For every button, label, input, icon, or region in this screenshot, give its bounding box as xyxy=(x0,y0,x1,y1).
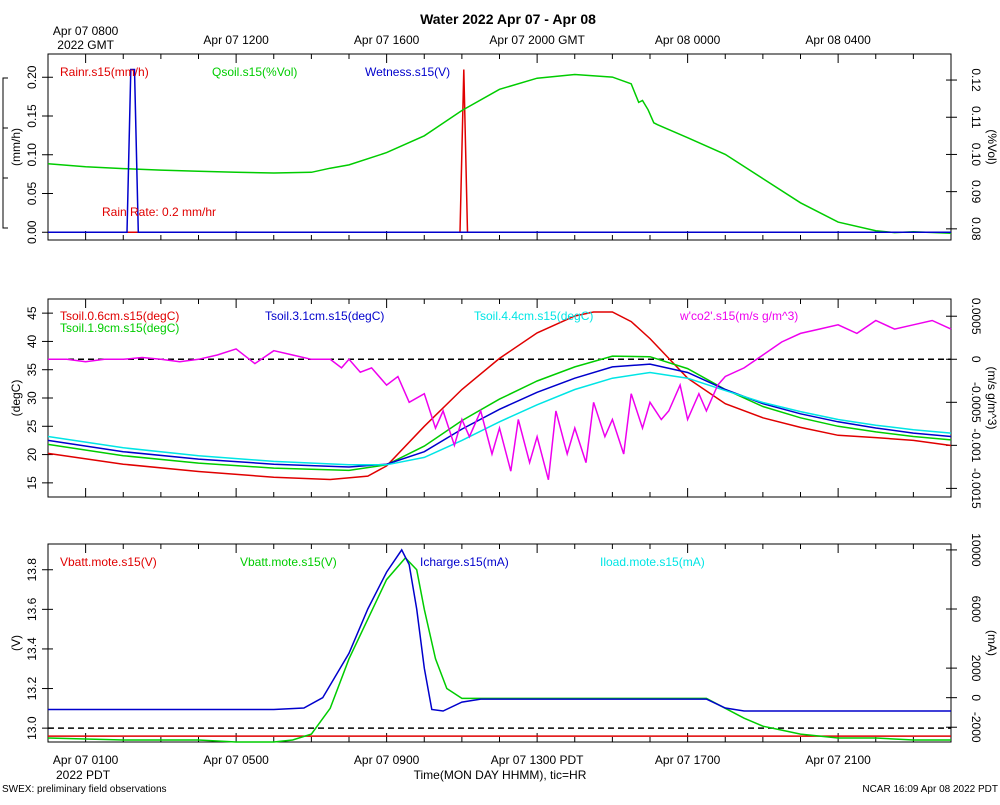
series-line xyxy=(48,548,951,712)
series-line xyxy=(48,319,952,480)
bottom-axis-label: Apr 07 0100 xyxy=(53,753,119,767)
y-axis-label-right: (m/s g/m^3) xyxy=(985,367,999,430)
legend-entry: Vbatt.mote.s15(V) xyxy=(60,555,157,569)
y-tick-label: 0.15 xyxy=(25,104,39,128)
y-axis-label-left: (mm/h) xyxy=(9,128,23,166)
series-line xyxy=(47,73,952,235)
annotation: Rain Rate: 0.2 mm/hr xyxy=(102,205,216,219)
top-axis-label: Apr 07 2000 GMT xyxy=(489,33,585,47)
y-tick-label: 13.0 xyxy=(25,716,39,740)
chart-title: Water 2022 Apr 07 - Apr 08 xyxy=(420,11,596,27)
top-axis-label: Apr 07 1600 xyxy=(354,33,420,47)
y-tick-label: 0.11 xyxy=(969,106,983,129)
legend-entry: Tsoil.4.4cm.s15(degC) xyxy=(474,309,593,323)
top-axis-year-label: 2022 GMT xyxy=(57,38,114,52)
bottom-axis-label: Apr 07 2100 xyxy=(805,753,871,767)
y-tick-label: 35 xyxy=(25,363,39,377)
y-tick-label: 15 xyxy=(25,476,39,490)
y-tick-label: 10000 xyxy=(969,533,983,567)
y-tick-label: 0.10 xyxy=(25,143,39,167)
y-tick-label: 20 xyxy=(25,448,39,462)
top-axis-label: Apr 08 0000 xyxy=(655,33,721,47)
y-tick-label: 25 xyxy=(25,419,39,433)
legend-entry: Wetness.s15(V) xyxy=(365,65,450,79)
series-line xyxy=(47,355,952,472)
y-tick-label: 13.6 xyxy=(25,597,39,621)
y-tick-label: 0.0005 xyxy=(969,298,983,335)
y-tick-label: 13.2 xyxy=(25,677,39,701)
footer-right: NCAR 16:09 Apr 08 2022 PDT xyxy=(862,784,998,795)
panel-frame xyxy=(47,543,952,743)
y-tick-label: 0.20 xyxy=(25,65,39,89)
y-tick-label: -0.0015 xyxy=(969,468,983,509)
legend-entry: w'co2'.s15(m/s g/m^3) xyxy=(679,309,798,323)
y-tick-label: 13.4 xyxy=(25,637,39,661)
bottom-axis-label: Apr 07 0900 xyxy=(354,753,420,767)
y-tick-label: 0.00 xyxy=(25,220,39,244)
y-tick-label: 30 xyxy=(25,391,39,405)
footer-left: SWEX: preliminary field observations xyxy=(2,784,167,795)
bottom-axis-label: Apr 07 0500 xyxy=(203,753,269,767)
side-bracket xyxy=(2,77,8,229)
legend-entry: Iload.mote.s15(mA) xyxy=(600,555,705,569)
bottom-axis-label: Apr 07 1700 xyxy=(655,753,721,767)
y-tick-label: -0.0005 xyxy=(969,382,983,423)
series-line xyxy=(48,68,951,234)
series-line xyxy=(47,556,951,743)
y-tick-label: 0.05 xyxy=(25,181,39,205)
y-tick-label: 0 xyxy=(969,694,983,701)
legend-entry: Vbatt.mote.s15(V) xyxy=(240,555,337,569)
y-tick-label: 0.12 xyxy=(969,68,983,92)
top-axis-label: Apr 08 0400 xyxy=(805,33,871,47)
y-axis-label-right: (%Vol) xyxy=(985,129,999,164)
bottom-axis-year-label: 2022 PDT xyxy=(56,768,111,782)
legend-entry: Icharge.s15(mA) xyxy=(420,555,509,569)
y-tick-label: 2000 xyxy=(969,655,983,682)
legend-entry: Tsoil.1.9cm.s15(degC) xyxy=(60,321,179,335)
y-axis-label-left: (degC) xyxy=(9,380,23,417)
y-tick-label: -0.001 xyxy=(969,428,983,462)
y-tick-label: 13.8 xyxy=(25,558,39,582)
top-axis-label: Apr 07 1200 xyxy=(203,33,269,47)
series-line xyxy=(47,311,952,481)
y-tick-label: -2000 xyxy=(969,712,983,743)
y-tick-label: 0.09 xyxy=(969,180,983,204)
y-tick-label: 45 xyxy=(25,306,39,320)
series-line xyxy=(47,371,952,466)
legend-entry: Tsoil.0.6cm.s15(degC) xyxy=(60,309,179,323)
y-tick-label: 0 xyxy=(969,356,983,363)
bottom-axis-label: Apr 07 1300 PDT xyxy=(491,753,584,767)
x-axis-label: Time(MON DAY HHMM), tic=HR xyxy=(414,768,587,782)
series-line xyxy=(47,363,952,468)
y-tick-label: 40 xyxy=(25,334,39,348)
y-axis-label-left: (V) xyxy=(9,635,23,651)
legend-entry: Qsoil.s15(%Vol) xyxy=(212,65,297,79)
legend-entry: Rainr.s15(mm/h) xyxy=(60,65,149,79)
top-axis-label: Apr 07 0800 xyxy=(53,24,119,38)
y-axis-label-right: (mA) xyxy=(985,630,999,656)
y-tick-label: 0.10 xyxy=(969,143,983,167)
panel-frame xyxy=(47,298,952,498)
y-tick-label: 6000 xyxy=(969,596,983,623)
legend-entry: Tsoil.3.1cm.s15(degC) xyxy=(265,309,384,323)
y-tick-label: 0.08 xyxy=(969,217,983,241)
